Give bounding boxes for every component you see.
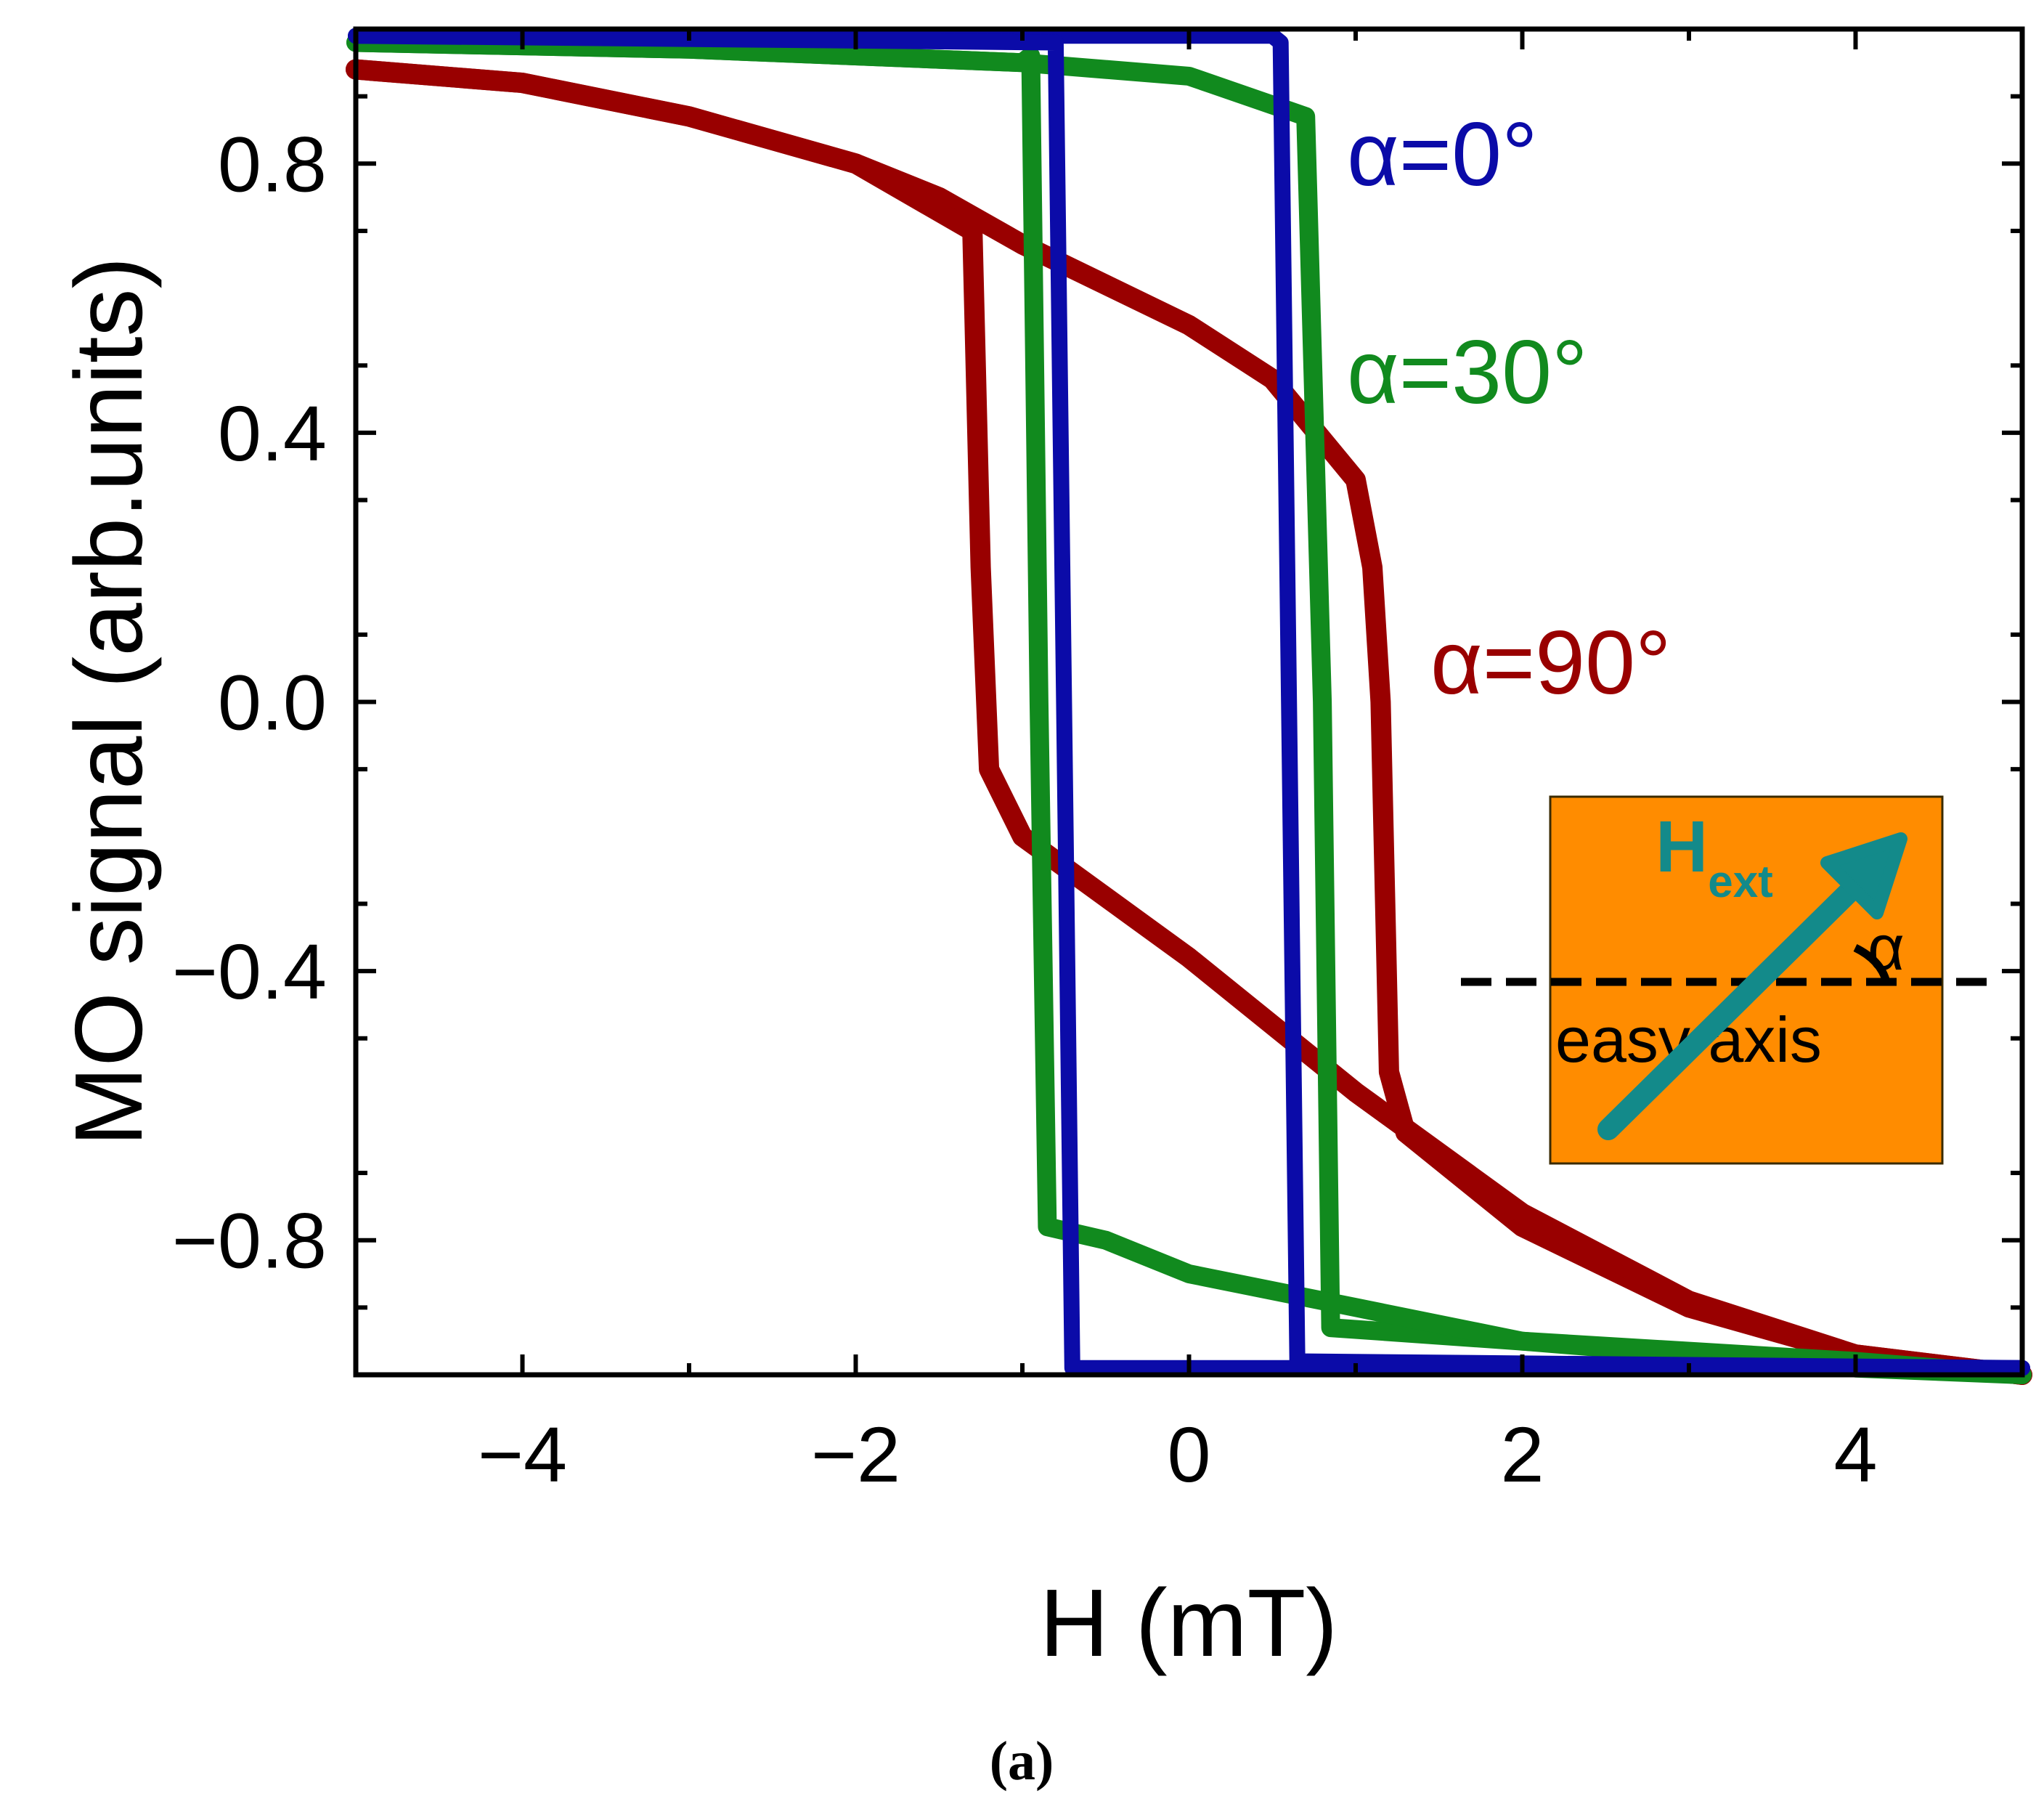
series-line-alpha-30-descending bbox=[346, 33, 2032, 1384]
x-tick-label: 2 bbox=[1500, 1410, 1544, 1498]
field-arrow-shaft bbox=[1597, 872, 1870, 1140]
x-tick-label: −2 bbox=[811, 1410, 900, 1498]
series-line-alpha-0-descending bbox=[348, 28, 2030, 1376]
series-label-alpha-90: α=90° bbox=[1430, 613, 1672, 713]
y-tick-label: 0.8 bbox=[218, 120, 327, 208]
y-tick-label: −0.4 bbox=[172, 927, 327, 1015]
y-tick-label: −0.8 bbox=[172, 1197, 327, 1285]
y-tick-label: 0.0 bbox=[218, 659, 327, 747]
inset-field-label: Hext bbox=[1656, 806, 1773, 907]
angle-arc bbox=[1853, 944, 1891, 983]
x-tick-label: 4 bbox=[1833, 1410, 1877, 1498]
inset-field-symbol: H bbox=[1656, 806, 1708, 887]
series-label-alpha-30: α=30° bbox=[1347, 322, 1588, 423]
series-label-alpha-0: α=0° bbox=[1347, 105, 1538, 205]
plot-frame bbox=[353, 26, 2025, 1378]
x-axis-label: H (mT) bbox=[1040, 1569, 1338, 1676]
field-arrow-head-icon bbox=[1820, 832, 1907, 919]
series-line-alpha-90-ascending bbox=[346, 59, 2032, 1385]
x-tick-label: 0 bbox=[1167, 1410, 1210, 1498]
series-line-alpha-0-ascending bbox=[348, 28, 2030, 1376]
inset-diagram: easy axis α Hext bbox=[1461, 795, 2000, 1165]
inset-field-subscript: ext bbox=[1708, 857, 1773, 907]
x-tick-label: −4 bbox=[478, 1410, 567, 1498]
series-line-alpha-30-ascending bbox=[346, 33, 2032, 1384]
y-tick-label: 0.4 bbox=[218, 389, 327, 477]
ticks-layer: −4 −2 0 2 4 0.8 0.4 0.0 −0.4 −0.8 bbox=[172, 29, 2024, 1498]
y-axis-label: MO signal (arb.units) bbox=[55, 256, 162, 1146]
figure-caption: (a) bbox=[990, 1731, 1054, 1792]
series-line-alpha-90-descending bbox=[346, 59, 2032, 1385]
inset-angle-label: α bbox=[1868, 911, 1905, 983]
series-layer bbox=[346, 28, 2032, 1385]
